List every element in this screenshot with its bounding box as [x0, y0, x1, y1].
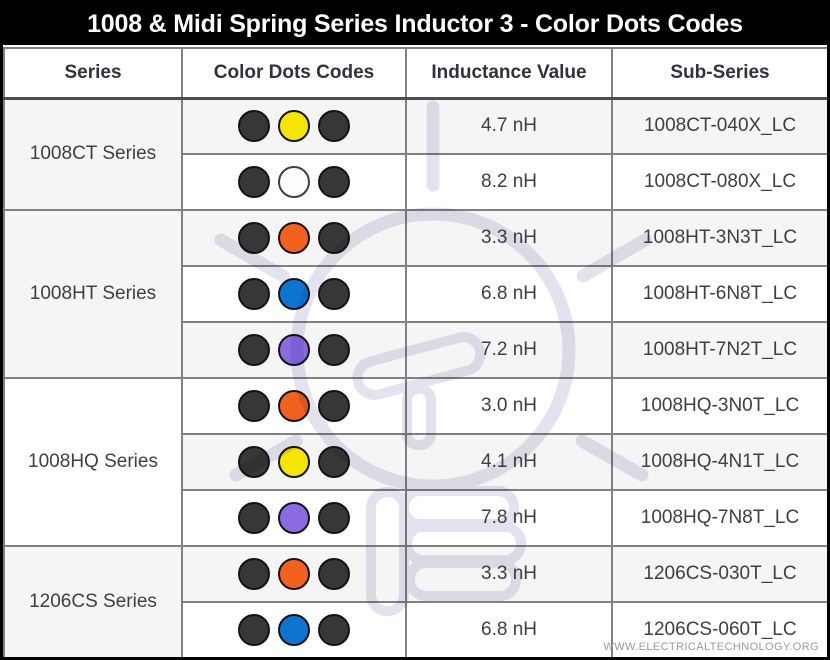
color-dot-dark: [238, 278, 270, 310]
color-dot-yellow: [278, 110, 310, 143]
color-dots-cell: [181, 545, 407, 603]
table-row: 8.2 nH 1008CT-080X_LC: [4, 153, 827, 211]
inductance-value-cell: 7.8 nH: [405, 489, 613, 547]
color-dot-dark: [318, 614, 350, 646]
series-cell: 1008HT Series: [3, 209, 183, 379]
inductor-color-codes-table: Series Color Dots Codes Inductance Value Su…: [3, 47, 827, 657]
sub-series-cell: 1008HQ-3N0T_LC: [611, 377, 827, 435]
color-dots-cell: [181, 601, 407, 657]
color-dot-dark: [238, 446, 270, 478]
color-dot-dark: [238, 614, 270, 646]
website-watermark: WWW.ELECTRICALTECHNOLOGY.ORG: [603, 641, 819, 653]
color-dot-dark: [318, 446, 350, 478]
table-row: 1008HQ Series 3.0 nH 1008HQ-3N0T_LC: [3, 377, 827, 547]
column-header-series: Series: [3, 47, 183, 100]
color-dots-cell: [181, 97, 407, 155]
inductance-value-cell: 3.3 nH: [405, 545, 613, 603]
color-dot-blue: [278, 614, 310, 646]
color-dot-dark: [318, 390, 350, 422]
inductance-value-cell: 4.1 nH: [405, 433, 613, 491]
color-dots-cell: [181, 321, 407, 379]
sub-series-cell: 1008HT-6N8T_LC: [611, 265, 827, 323]
color-dot-blue: [278, 278, 310, 310]
color-dot-dark: [318, 502, 350, 534]
column-header-color-dots-codes: Color Dots Codes: [181, 47, 407, 100]
sub-series-cell: 1008HT-7N2T_LC: [611, 321, 827, 379]
color-dot-white: [278, 166, 310, 198]
color-dot-dark: [238, 166, 270, 198]
inductance-value-cell: 7.2 nH: [405, 321, 613, 379]
color-dot-dark: [238, 110, 270, 143]
table-header-row: Series Color Dots Codes Inductance Value Su…: [3, 47, 827, 100]
inductance-value-cell: 6.8 nH: [405, 265, 613, 323]
inductance-value-cell: 6.8 nH: [405, 601, 613, 657]
color-dot-dark: [318, 334, 350, 366]
column-header-inductance-value: Inductance Value: [405, 47, 613, 100]
color-dot-dark: [318, 166, 350, 198]
table-row: 1008HT Series 3.3 nH 1008HT-3N3T_LC: [3, 209, 827, 379]
color-dot-dark: [238, 558, 270, 590]
color-dot-dark: [238, 502, 270, 534]
title-bar: 1008 & Midi Spring Series Inductor 3 - C…: [3, 3, 827, 45]
color-dot-orange: [278, 222, 310, 254]
sub-series-cell: 1008HQ-7N8T_LC: [611, 489, 827, 547]
series-cell: 1008CT Series: [3, 97, 183, 211]
color-dots-cell: [181, 489, 407, 547]
color-dots-cell: [181, 209, 407, 267]
sub-series-cell: 1206CS-030T_LC: [611, 545, 827, 603]
sub-series-cell: 1008CT-080X_LC: [611, 153, 827, 211]
color-dot-yellow: [278, 446, 310, 478]
color-dot-dark: [238, 222, 270, 254]
table-row: 1206CS Series 3.3 nH 1206CS-030T_LC: [3, 545, 827, 657]
inductance-value-cell: 8.2 nH: [405, 153, 613, 211]
color-dot-purple: [278, 334, 310, 366]
sub-series-cell: 1206CS-060T_LC: [611, 601, 827, 657]
series-cell: 1008HQ Series: [3, 377, 183, 547]
color-dots-cell: [181, 377, 407, 435]
sub-series-cell: 1008HQ-4N1T_LC: [611, 433, 827, 491]
color-dot-orange: [278, 390, 310, 422]
color-dots-cell: [181, 433, 407, 491]
column-header-sub-series: Sub-Series: [611, 47, 827, 100]
inductance-value-cell: 3.0 nH: [405, 377, 613, 435]
table-row: 1008CT Series 4.7 nH 1008CT-040X_LC: [3, 97, 827, 211]
inductance-value-cell: 4.7 nH: [405, 97, 613, 155]
sub-series-cell: 1008HT-3N3T_LC: [611, 209, 827, 267]
inductance-value-cell: 3.3 nH: [405, 209, 613, 267]
color-dot-dark: [318, 278, 350, 310]
color-dot-purple: [278, 502, 310, 534]
color-dot-orange: [278, 558, 310, 590]
color-dots-cell: [181, 265, 407, 323]
color-dot-dark: [318, 222, 350, 254]
color-dots-cell: [181, 153, 407, 211]
page-title: 1008 & Midi Spring Series Inductor 3 - C…: [87, 9, 743, 38]
series-cell: 1206CS Series: [3, 545, 183, 657]
color-dot-dark: [238, 334, 270, 366]
color-dot-dark: [318, 558, 350, 590]
sub-series-cell: 1008CT-040X_LC: [611, 97, 827, 155]
color-dot-dark: [238, 390, 270, 422]
color-dot-dark: [318, 110, 350, 143]
